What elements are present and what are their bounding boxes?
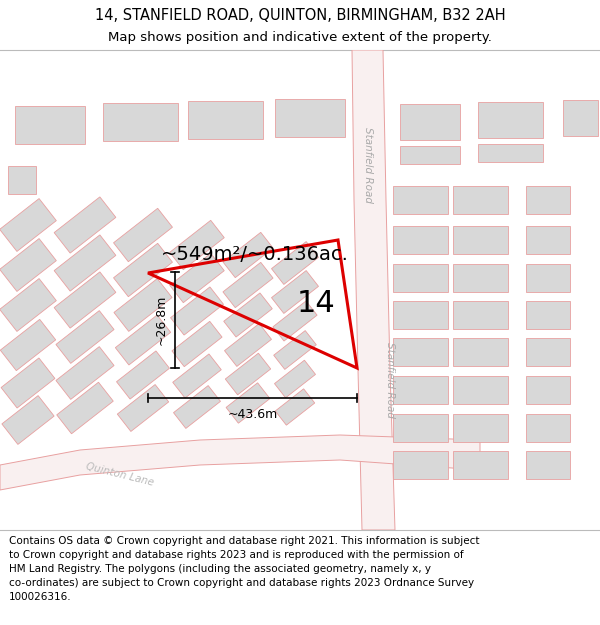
Bar	[272, 242, 319, 284]
Bar	[526, 186, 570, 214]
Bar	[8, 166, 36, 194]
Bar	[452, 186, 508, 214]
Bar	[452, 338, 508, 366]
Bar	[54, 197, 116, 253]
Bar	[103, 103, 178, 141]
Text: 14: 14	[296, 289, 335, 318]
Text: Contains OS data © Crown copyright and database right 2021. This information is : Contains OS data © Crown copyright and d…	[9, 536, 479, 602]
Bar	[478, 102, 542, 138]
Bar	[187, 101, 263, 139]
Bar	[526, 451, 570, 479]
Bar	[392, 226, 448, 254]
Bar	[452, 414, 508, 442]
Bar	[275, 389, 315, 425]
Text: ~43.6m: ~43.6m	[227, 408, 278, 421]
Bar	[478, 144, 542, 162]
Text: ~549m²/~0.136ac.: ~549m²/~0.136ac.	[161, 246, 349, 264]
Bar	[115, 315, 170, 365]
Text: ~26.8m: ~26.8m	[155, 295, 167, 345]
Bar	[173, 354, 221, 398]
Bar	[170, 221, 224, 269]
Bar	[170, 253, 224, 302]
Bar	[0, 279, 56, 331]
Bar	[15, 106, 85, 144]
Bar	[224, 324, 271, 366]
Bar	[114, 279, 172, 331]
Bar	[272, 271, 319, 313]
Bar	[392, 338, 448, 366]
Text: Stanfield Road: Stanfield Road	[363, 127, 373, 203]
Bar	[392, 264, 448, 292]
Bar	[452, 301, 508, 329]
Bar	[400, 104, 460, 140]
Bar	[113, 208, 172, 262]
Bar	[223, 232, 273, 278]
Bar	[526, 301, 570, 329]
Polygon shape	[0, 435, 480, 490]
Bar	[57, 382, 113, 434]
Bar	[118, 384, 169, 431]
Bar	[225, 353, 271, 395]
Bar	[116, 351, 169, 399]
Bar	[526, 338, 570, 366]
Bar	[452, 451, 508, 479]
Text: Quinton Lane: Quinton Lane	[85, 462, 155, 488]
Bar	[392, 301, 448, 329]
Bar	[452, 226, 508, 254]
Bar	[274, 360, 316, 398]
Bar	[526, 226, 570, 254]
Bar	[0, 319, 56, 371]
Bar	[526, 414, 570, 442]
Bar	[172, 321, 222, 367]
Bar	[2, 396, 54, 444]
Bar	[54, 272, 116, 328]
Bar	[226, 382, 270, 423]
Bar	[392, 376, 448, 404]
Bar	[113, 243, 172, 297]
Bar	[56, 311, 114, 363]
Bar	[392, 186, 448, 214]
Text: Map shows position and indicative extent of the property.: Map shows position and indicative extent…	[108, 31, 492, 44]
Text: Stanfield Road: Stanfield Road	[385, 342, 395, 418]
Bar	[392, 414, 448, 442]
Bar	[452, 376, 508, 404]
Bar	[0, 199, 56, 251]
Bar	[275, 99, 345, 137]
Bar	[526, 376, 570, 404]
Bar	[56, 347, 114, 399]
Bar	[223, 262, 273, 308]
Bar	[452, 264, 508, 292]
Bar	[173, 386, 220, 428]
Text: 14, STANFIELD ROAD, QUINTON, BIRMINGHAM, B32 2AH: 14, STANFIELD ROAD, QUINTON, BIRMINGHAM,…	[95, 8, 505, 22]
Bar	[1, 358, 55, 408]
Bar	[526, 264, 570, 292]
Bar	[563, 100, 598, 136]
Bar	[400, 146, 460, 164]
Bar	[224, 293, 272, 337]
Bar	[273, 301, 317, 341]
Bar	[0, 239, 56, 291]
Bar	[170, 287, 223, 335]
Polygon shape	[352, 50, 395, 530]
Bar	[274, 331, 316, 369]
Bar	[54, 235, 116, 291]
Bar	[392, 451, 448, 479]
